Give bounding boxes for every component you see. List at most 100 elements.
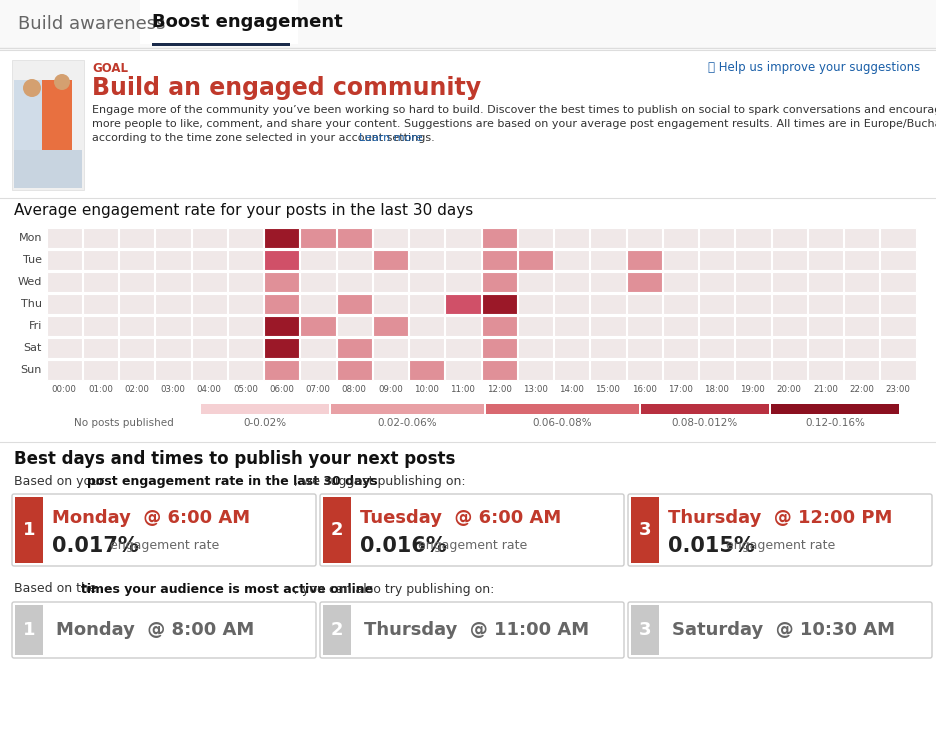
Bar [771,228,807,248]
Bar [626,228,662,248]
Text: 20:00: 20:00 [777,385,801,394]
Bar [0,0,936,48]
Bar [481,272,517,292]
Bar [771,404,899,414]
Bar [844,338,879,358]
Bar [82,360,118,380]
Text: , we suggest publishing on:: , we suggest publishing on: [294,475,465,488]
Bar [227,360,263,380]
Bar [481,294,517,314]
Bar [227,272,263,292]
Bar [699,360,734,380]
Bar [663,294,698,314]
Bar [373,338,408,358]
Text: 11:00: 11:00 [450,385,475,394]
Text: Boost engagement: Boost engagement [152,13,343,31]
Text: 0.08-0.012%: 0.08-0.012% [672,418,739,428]
Bar [663,272,698,292]
Bar [631,605,659,655]
Bar [631,497,659,563]
Bar [15,605,43,655]
Text: Monday  @ 8:00 AM: Monday @ 8:00 AM [56,621,255,639]
Text: Wed: Wed [18,277,42,287]
Bar [119,338,154,358]
Bar [192,272,227,292]
Bar [736,338,770,358]
Text: Thu: Thu [21,299,42,309]
Bar [373,272,408,292]
Circle shape [54,74,70,90]
Bar [663,228,698,248]
Bar [409,316,445,336]
Text: 13:00: 13:00 [523,385,548,394]
Text: 21:00: 21:00 [813,385,838,394]
Text: 05:00: 05:00 [233,385,257,394]
Bar [844,294,879,314]
Bar [337,294,372,314]
Bar [192,360,227,380]
Bar [771,272,807,292]
Bar [699,338,734,358]
Bar [47,250,81,270]
Bar [641,404,769,414]
Bar [699,228,734,248]
Bar [626,250,662,270]
Text: 00:00: 00:00 [51,385,77,394]
Bar [82,316,118,336]
Bar [227,250,263,270]
Circle shape [23,79,41,97]
FancyBboxPatch shape [12,494,316,566]
Text: 3: 3 [638,521,651,539]
FancyBboxPatch shape [628,494,932,566]
Text: Engage more of the community you’ve been working so hard to build. Discover the : Engage more of the community you’ve been… [92,105,936,115]
Text: engagement rate: engagement rate [722,540,835,553]
Bar [47,294,81,314]
Bar [409,360,445,380]
Text: 1: 1 [22,621,36,639]
Bar [808,250,843,270]
FancyBboxPatch shape [628,602,932,658]
Bar [140,0,298,44]
Bar [808,294,843,314]
Text: 0.02-0.06%: 0.02-0.06% [378,418,437,428]
Bar [699,250,734,270]
Bar [192,228,227,248]
Bar [771,360,807,380]
Bar [227,294,263,314]
Text: Tuesday  @ 6:00 AM: Tuesday @ 6:00 AM [360,509,562,527]
Bar [264,250,300,270]
Bar [591,294,625,314]
Bar [808,228,843,248]
Text: 16:00: 16:00 [632,385,656,394]
Bar [119,316,154,336]
Bar [663,250,698,270]
Text: engagement rate: engagement rate [414,540,527,553]
Bar [14,150,82,188]
Bar [626,360,662,380]
Bar [47,316,81,336]
Text: Saturday  @ 10:30 AM: Saturday @ 10:30 AM [672,621,895,639]
Bar [14,80,44,150]
Bar [554,228,590,248]
Bar [808,272,843,292]
Bar [844,250,879,270]
Bar [264,228,300,248]
Text: 23:00: 23:00 [885,385,911,394]
Bar [373,294,408,314]
Bar [82,294,118,314]
FancyBboxPatch shape [320,494,624,566]
Bar [808,316,843,336]
Text: 2: 2 [330,621,344,639]
Bar [373,250,408,270]
Bar [15,497,43,563]
Bar [446,228,480,248]
Bar [155,250,191,270]
Bar [844,228,879,248]
Bar [699,316,734,336]
Text: 0-0.02%: 0-0.02% [243,418,286,428]
Bar [409,338,445,358]
Bar [409,228,445,248]
Bar [373,316,408,336]
Bar [155,316,191,336]
Bar [880,338,915,358]
